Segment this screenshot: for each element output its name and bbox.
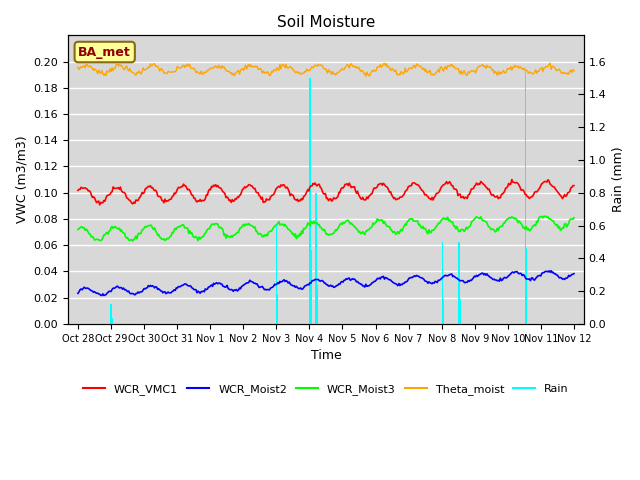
Bar bbox=[525, 70, 526, 324]
Bar bbox=[309, 78, 310, 324]
Bar bbox=[458, 242, 460, 324]
Title: Soil Moisture: Soil Moisture bbox=[276, 15, 375, 30]
Bar bbox=[111, 304, 112, 324]
Bar bbox=[276, 226, 277, 324]
Y-axis label: Rain (mm): Rain (mm) bbox=[612, 147, 625, 213]
Text: BA_met: BA_met bbox=[78, 46, 131, 59]
Bar bbox=[460, 299, 461, 324]
Y-axis label: VWC (m3/m3): VWC (m3/m3) bbox=[15, 136, 28, 223]
Bar bbox=[310, 250, 312, 324]
Bar bbox=[525, 248, 527, 324]
Bar bbox=[442, 242, 443, 324]
Bar bbox=[111, 318, 113, 324]
X-axis label: Time: Time bbox=[310, 349, 341, 362]
Bar bbox=[316, 192, 317, 324]
Bar bbox=[277, 294, 278, 324]
Legend: WCR_VMC1, WCR_Moist2, WCR_Moist3, Theta_moist, Rain: WCR_VMC1, WCR_Moist2, WCR_Moist3, Theta_… bbox=[79, 379, 573, 399]
Bar bbox=[443, 299, 444, 324]
